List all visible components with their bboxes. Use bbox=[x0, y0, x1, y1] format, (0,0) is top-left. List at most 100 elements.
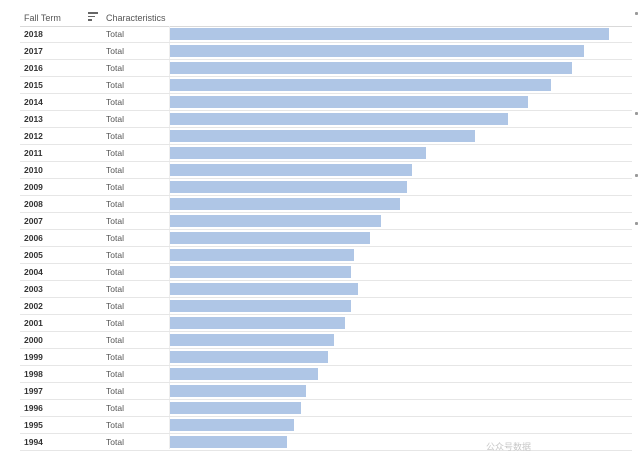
bar-2004[interactable] bbox=[170, 266, 351, 278]
year-label: 2012 bbox=[24, 131, 43, 141]
bar-1994[interactable] bbox=[170, 436, 287, 448]
year-label: 2009 bbox=[24, 182, 43, 192]
table-row: 2004 Total bbox=[20, 264, 632, 281]
characteristic-label: Total bbox=[106, 369, 124, 379]
characteristic-label: Total bbox=[106, 386, 124, 396]
year-label: 2016 bbox=[24, 63, 43, 73]
bar-2012[interactable] bbox=[170, 130, 475, 142]
characteristic-label: Total bbox=[106, 165, 124, 175]
table-row: 2012 Total bbox=[20, 128, 632, 145]
table-row: 2010 Total bbox=[20, 162, 632, 179]
bar-2014[interactable] bbox=[170, 96, 528, 108]
year-label: 1997 bbox=[24, 386, 43, 396]
characteristics-header[interactable]: Characteristics bbox=[106, 13, 166, 23]
year-label: 2007 bbox=[24, 216, 43, 226]
table-row: 2013 Total bbox=[20, 111, 632, 128]
year-label: 2013 bbox=[24, 114, 43, 124]
characteristic-label: Total bbox=[106, 403, 124, 413]
table-row: 2008 Total bbox=[20, 196, 632, 213]
bar-2013[interactable] bbox=[170, 113, 508, 125]
characteristic-label: Total bbox=[106, 352, 124, 362]
year-label: 2000 bbox=[24, 335, 43, 345]
bar-2016[interactable] bbox=[170, 62, 572, 74]
bar-2000[interactable] bbox=[170, 334, 334, 346]
table-row: 2000 Total bbox=[20, 332, 632, 349]
year-label: 1994 bbox=[24, 437, 43, 447]
year-label: 2001 bbox=[24, 318, 43, 328]
year-label: 2010 bbox=[24, 165, 43, 175]
characteristic-label: Total bbox=[106, 131, 124, 141]
bar-2010[interactable] bbox=[170, 164, 412, 176]
header-divider bbox=[20, 26, 632, 27]
table-row: 1995 Total bbox=[20, 417, 632, 434]
table-row: 2014 Total bbox=[20, 94, 632, 111]
characteristic-label: Total bbox=[106, 335, 124, 345]
bar-1998[interactable] bbox=[170, 368, 318, 380]
table-row: 2001 Total bbox=[20, 315, 632, 332]
year-label: 2003 bbox=[24, 284, 43, 294]
table-row: 1997 Total bbox=[20, 383, 632, 400]
year-label: 2018 bbox=[24, 29, 43, 39]
scroll-marker bbox=[635, 112, 638, 115]
characteristic-label: Total bbox=[106, 267, 124, 277]
year-label: 1998 bbox=[24, 369, 43, 379]
table-row: 2007 Total bbox=[20, 213, 632, 230]
fall-term-header[interactable]: Fall Term bbox=[24, 13, 61, 23]
characteristic-label: Total bbox=[106, 114, 124, 124]
characteristic-label: Total bbox=[106, 216, 124, 226]
bar-2018[interactable] bbox=[170, 28, 609, 40]
table-row: 1996 Total bbox=[20, 400, 632, 417]
characteristic-label: Total bbox=[106, 97, 124, 107]
bar-1999[interactable] bbox=[170, 351, 328, 363]
scroll-marker bbox=[635, 174, 638, 177]
characteristic-label: Total bbox=[106, 233, 124, 243]
bar-1997[interactable] bbox=[170, 385, 306, 397]
year-label: 1996 bbox=[24, 403, 43, 413]
year-label: 2006 bbox=[24, 233, 43, 243]
characteristic-label: Total bbox=[106, 199, 124, 209]
bar-2017[interactable] bbox=[170, 45, 584, 57]
bar-2007[interactable] bbox=[170, 215, 381, 227]
year-label: 1995 bbox=[24, 420, 43, 430]
characteristic-label: Total bbox=[106, 437, 124, 447]
table-row: 2017 Total bbox=[20, 43, 632, 60]
bar-2006[interactable] bbox=[170, 232, 370, 244]
characteristic-label: Total bbox=[106, 80, 124, 90]
bar-2005[interactable] bbox=[170, 249, 354, 261]
bar-2003[interactable] bbox=[170, 283, 358, 295]
bar-1996[interactable] bbox=[170, 402, 301, 414]
bar-2011[interactable] bbox=[170, 147, 426, 159]
plot-left-edge bbox=[169, 26, 170, 449]
year-label: 2014 bbox=[24, 97, 43, 107]
characteristic-label: Total bbox=[106, 250, 124, 260]
table-row: 2009 Total bbox=[20, 179, 632, 196]
bar-2002[interactable] bbox=[170, 300, 351, 312]
characteristic-label: Total bbox=[106, 318, 124, 328]
characteristic-label: Total bbox=[106, 46, 124, 56]
characteristic-label: Total bbox=[106, 182, 124, 192]
bar-2001[interactable] bbox=[170, 317, 345, 329]
year-label: 2005 bbox=[24, 250, 43, 260]
year-label: 1999 bbox=[24, 352, 43, 362]
table-row: 1998 Total bbox=[20, 366, 632, 383]
bar-2015[interactable] bbox=[170, 79, 551, 91]
characteristic-label: Total bbox=[106, 63, 124, 73]
sort-icon[interactable] bbox=[88, 12, 98, 22]
table-row: 1999 Total bbox=[20, 349, 632, 366]
characteristic-label: Total bbox=[106, 420, 124, 430]
bar-1995[interactable] bbox=[170, 419, 294, 431]
year-label: 2011 bbox=[24, 148, 43, 158]
table-row: 2003 Total bbox=[20, 281, 632, 298]
scroll-marker bbox=[635, 12, 638, 15]
table-row: 1994 Total bbox=[20, 434, 632, 451]
characteristic-label: Total bbox=[106, 284, 124, 294]
table-row: 2011 Total bbox=[20, 145, 632, 162]
year-label: 2002 bbox=[24, 301, 43, 311]
year-label: 2015 bbox=[24, 80, 43, 90]
table-row: 2018 Total bbox=[20, 26, 632, 43]
year-label: 2004 bbox=[24, 267, 43, 277]
bar-2008[interactable] bbox=[170, 198, 400, 210]
bar-2009[interactable] bbox=[170, 181, 407, 193]
scroll-marker bbox=[635, 222, 638, 225]
table-row: 2016 Total bbox=[20, 60, 632, 77]
